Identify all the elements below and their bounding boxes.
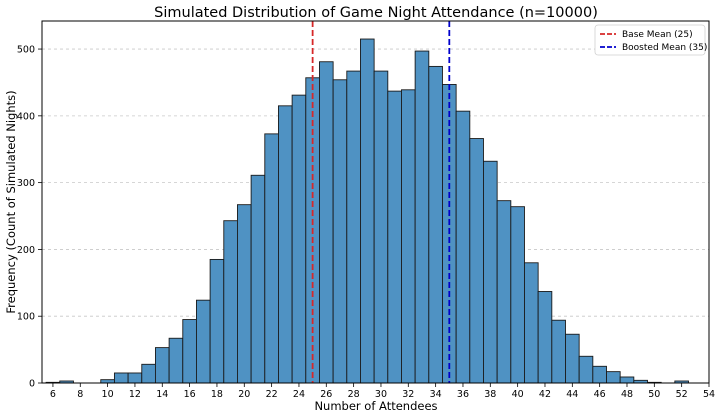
histogram-bar (496, 200, 512, 384)
x-axis-ticks: 6 8 10 12 14 16 18 20 22 24 26 28 30 32 34 36 38 40 42 44 46… (50, 383, 715, 400)
histogram-bar (510, 206, 525, 384)
histogram-bar (428, 65, 443, 384)
y-axis-ticks: 0 100 200 300 400 500 (17, 45, 42, 390)
x-tick-label: 8 (77, 389, 83, 400)
histogram-bar (127, 372, 143, 384)
y-axis-label: Frequency (Count of Simulated Nights) (4, 90, 18, 313)
x-tick-label: 52 (676, 389, 688, 400)
x-tick-label: 42 (539, 389, 551, 400)
x-tick-label: 24 (293, 389, 305, 400)
y-tick-label: 300 (17, 178, 35, 189)
plot-frame (41, 20, 710, 384)
histogram-bar (483, 160, 498, 384)
histogram-bar (387, 90, 402, 384)
legend-box (594, 24, 706, 56)
x-tick-label: 30 (375, 389, 387, 400)
histogram-bar (373, 70, 389, 384)
histogram-bar (455, 110, 471, 384)
x-tick-label: 10 (102, 389, 114, 400)
y-tick-label: 0 (29, 379, 35, 390)
legend-label: Base Mean (25) (622, 30, 693, 40)
chart-title: Simulated Distribution of Game Night Att… (154, 5, 598, 21)
x-tick-label: 50 (648, 389, 660, 400)
x-tick-label: 22 (266, 389, 278, 400)
x-tick-label: 16 (184, 389, 196, 400)
histogram-bar (606, 371, 621, 384)
histogram-bar (346, 70, 361, 384)
x-tick-label: 20 (238, 389, 250, 400)
reference-lines (311, 21, 451, 383)
y-tick-label: 100 (17, 312, 35, 323)
histogram-bar (223, 220, 238, 384)
histogram-bar (524, 262, 539, 384)
histogram-bar (291, 94, 307, 384)
bars (45, 38, 689, 384)
x-tick-label: 44 (566, 389, 578, 400)
histogram-bar (250, 174, 266, 384)
histogram-bar (209, 258, 225, 384)
x-tick-label: 18 (211, 389, 223, 400)
histogram-bar (100, 379, 115, 384)
y-tick-label: 500 (17, 45, 35, 56)
x-tick-label: 48 (621, 389, 633, 400)
histogram-bar (264, 133, 279, 384)
x-tick-label: 34 (430, 389, 442, 400)
histogram-bar (168, 337, 184, 384)
histogram-bar (592, 365, 607, 384)
x-tick-label: 40 (512, 389, 524, 400)
x-tick-label: 54 (703, 389, 715, 400)
histogram-bar (414, 50, 430, 384)
histogram-bar (565, 333, 580, 384)
x-axis-label: Number of Attendees (314, 399, 437, 413)
histogram-bar (537, 291, 553, 384)
histogram-bar (578, 355, 594, 384)
histogram-bar (332, 79, 348, 384)
x-tick-label: 12 (129, 389, 141, 400)
histogram-bar (154, 347, 170, 384)
histogram-bar (182, 319, 197, 384)
histogram-bar (237, 204, 252, 384)
histogram-bar (551, 319, 566, 384)
x-tick-label: 32 (402, 389, 414, 400)
x-tick-label: 38 (484, 389, 496, 400)
legend: Base Mean (25) Boosted Mean (35) (594, 24, 707, 56)
x-tick-label: 14 (156, 389, 168, 400)
x-tick-label: 26 (320, 389, 332, 400)
x-tick-label: 46 (594, 389, 606, 400)
legend-label: Boosted Mean (35) (622, 43, 707, 53)
y-tick-label: 200 (17, 245, 35, 256)
histogram-bar (360, 38, 375, 384)
histogram-bar (469, 138, 484, 384)
histogram-bar (141, 363, 156, 384)
histogram-bar (113, 372, 129, 384)
histogram-bar (195, 299, 211, 384)
histogram-bar (619, 376, 635, 384)
x-tick-label: 36 (457, 389, 469, 400)
x-tick-label: 28 (348, 389, 360, 400)
histogram-bar (401, 89, 416, 384)
x-tick-label: 6 (50, 389, 56, 400)
histogram-bar (319, 61, 334, 384)
y-tick-label: 400 (17, 111, 35, 122)
histogram-bar (278, 105, 293, 384)
